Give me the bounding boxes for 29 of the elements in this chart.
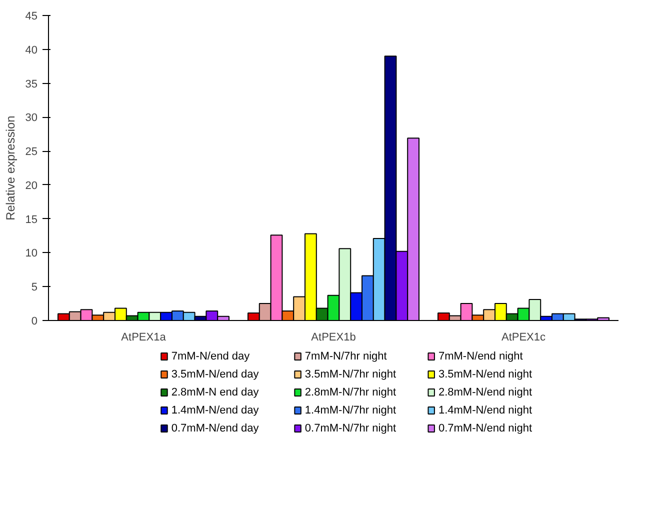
legend-label: 3.5mM-N/7hr night <box>304 368 396 380</box>
x-tick-label: AtPEX1c <box>501 332 546 344</box>
legend-label: 1.4mM-N/7hr night <box>304 404 396 416</box>
legend-label: 7mM-N/7hr night <box>304 350 387 362</box>
y-tick-label: 10 <box>25 248 38 260</box>
legend-label: 7mM-N/end night <box>438 350 523 362</box>
legend-label: 0.7mM-N/end day <box>171 422 260 434</box>
legend-label: 2.8mM-N end day <box>171 386 260 398</box>
y-tick-label: 45 <box>25 10 38 22</box>
legend-label: 1.4mM-N/end night <box>438 404 532 416</box>
y-tick-label: 0 <box>31 316 38 328</box>
legend-label: 2.8mM-N/7hr night <box>304 386 396 398</box>
y-tick-label: 25 <box>25 146 38 158</box>
y-tick-label: 20 <box>25 180 38 192</box>
x-tick-label: AtPEX1a <box>121 332 167 344</box>
legend-label: 0.7mM-N/end night <box>438 422 532 434</box>
y-tick-label: 40 <box>25 44 38 56</box>
y-tick-label: 30 <box>25 112 38 124</box>
y-tick-label: 5 <box>31 282 38 294</box>
legend-label: 3.5mM-N/end night <box>438 368 532 380</box>
legend-label: 7mM-N/end day <box>171 350 250 362</box>
legend-label: 3.5mM-N/end day <box>171 368 260 380</box>
y-tick-label: 15 <box>25 214 38 226</box>
x-tick-label: AtPEX1b <box>311 332 356 344</box>
y-tick-label: 35 <box>25 78 38 90</box>
y-axis-title: Relative expression <box>3 116 18 220</box>
legend-label: 2.8mM-N/end night <box>438 386 532 398</box>
legend-label: 0.7mM-N/7hr night <box>304 422 396 434</box>
legend-label: 1.4mM-N/end day <box>171 404 260 416</box>
